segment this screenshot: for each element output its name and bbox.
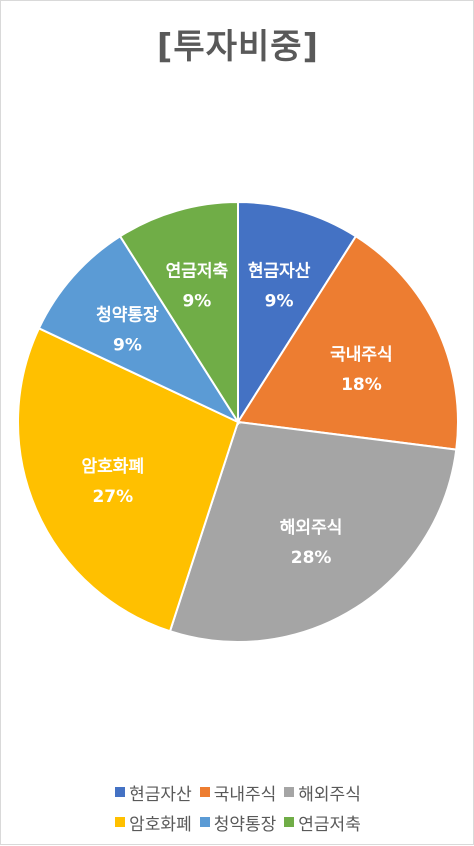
chart-legend: 현금자산 국내주식 해외주식 암호화폐 청약통장 연금저축 xyxy=(1,777,474,837)
legend-swatch-domestic-stocks xyxy=(199,787,210,797)
legend-label-pension-savings: 연금저축 xyxy=(298,814,361,835)
slice-value-domestic-stocks: 18% xyxy=(341,375,382,395)
legend-item-subscription-savings: 청약통장 xyxy=(199,810,277,835)
pie-slice-subscription-savings xyxy=(37,234,241,425)
legend-item-cash: 현금자산 xyxy=(115,780,192,805)
legend-label-cash: 현금자산 xyxy=(129,784,192,805)
slice-label-domestic-stocks: 국내주식 xyxy=(330,345,393,365)
slice-value-pension-savings: 9% xyxy=(182,291,211,311)
legend-label-foreign-stocks: 해외주식 xyxy=(298,784,361,805)
legend-swatch-crypto xyxy=(115,817,126,827)
slice-label-subscription-savings: 청약통장 xyxy=(96,305,159,326)
legend-swatch-foreign-stocks xyxy=(284,787,295,797)
slice-label-pension-savings: 연금저축 xyxy=(166,261,229,281)
slice-label-cash: 현금자산 xyxy=(248,261,311,281)
pie-slice-domestic-stocks xyxy=(236,234,459,451)
pie-slice-foreign-stocks xyxy=(168,420,458,643)
legend-label-crypto: 암호화폐 xyxy=(129,814,192,835)
legend-row-2: 암호화폐 청약통장 연금저축 xyxy=(1,807,474,837)
pie-slice-cash xyxy=(237,200,358,426)
legend-item-pension-savings: 연금저축 xyxy=(284,810,361,835)
slice-value-foreign-stocks: 28% xyxy=(291,548,332,568)
legend-item-domestic-stocks: 국내주식 xyxy=(199,780,277,805)
slice-label-foreign-stocks: 해외주식 xyxy=(280,518,343,538)
slice-label-crypto: 암호화폐 xyxy=(82,457,145,477)
legend-swatch-pension-savings xyxy=(284,817,295,827)
legend-swatch-cash xyxy=(115,787,126,797)
slice-value-cash: 9% xyxy=(265,291,294,311)
legend-item-foreign-stocks: 해외주식 xyxy=(284,780,361,805)
legend-swatch-subscription-savings xyxy=(199,817,210,827)
legend-label-domestic-stocks: 국내주식 xyxy=(213,784,277,805)
chart-title: [투자비중] xyxy=(156,27,320,67)
slice-value-subscription-savings: 9% xyxy=(113,336,142,356)
pie-slice-pension-savings xyxy=(118,200,239,426)
legend-item-crypto: 암호화폐 xyxy=(115,810,192,835)
pie-slice-crypto xyxy=(17,326,240,633)
slice-value-crypto: 27% xyxy=(92,487,133,507)
legend-row-1: 현금자산 국내주식 해외주식 xyxy=(1,777,474,807)
legend-label-subscription-savings: 청약통장 xyxy=(213,814,277,835)
